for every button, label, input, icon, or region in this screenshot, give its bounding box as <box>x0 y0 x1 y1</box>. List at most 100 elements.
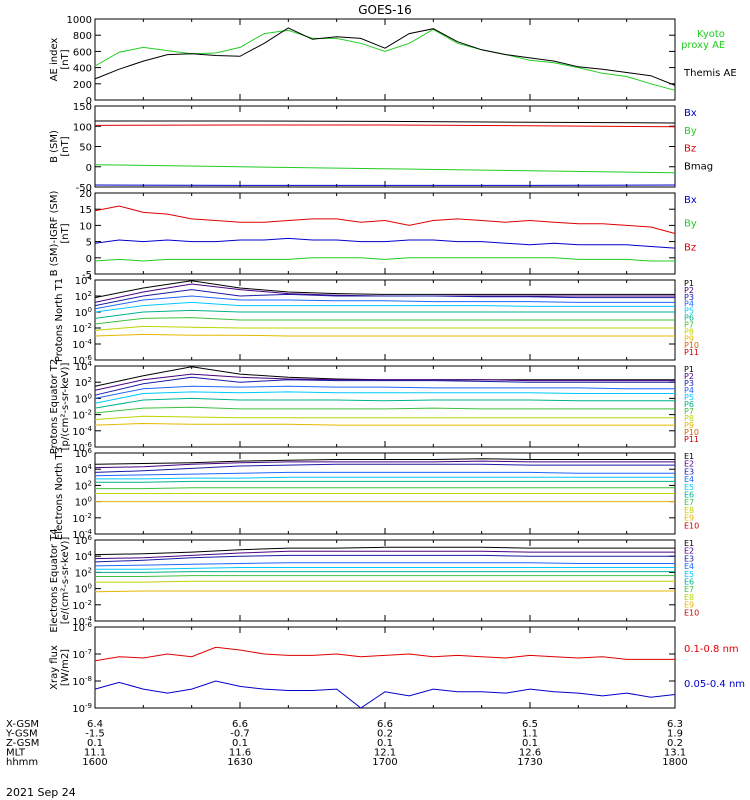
footer-row-label: Y-GSM <box>5 729 38 740</box>
footer-value: 13.1 <box>664 748 686 759</box>
y-axis-label: Electrons North T3 <box>54 447 65 540</box>
legend-entry: P6 <box>684 400 694 409</box>
footer-value: 1630 <box>227 757 252 768</box>
footer-value: -0.7 <box>230 729 250 740</box>
y-tick-label: 10-2 <box>72 409 92 422</box>
series-line-e8 <box>95 580 675 583</box>
y-tick-label: 0 <box>86 96 92 107</box>
legend-entry: E7 <box>684 585 694 594</box>
series-line-bmag <box>95 120 676 124</box>
y-tick-label: 5 <box>86 238 92 249</box>
series-line-p9 <box>94 422 675 426</box>
y-tick-label: 10-9 <box>72 702 92 715</box>
legend-entry: E4 <box>684 475 694 484</box>
legend-entry: E2 <box>684 460 694 469</box>
legend-entry: Bmag <box>684 161 713 172</box>
legend-entry: Bx <box>684 108 697 119</box>
footer-row-label: Z-GSM <box>6 738 39 749</box>
panel-frame <box>94 105 676 188</box>
footer-value: 1800 <box>662 757 687 768</box>
footer-value: 6.6 <box>232 719 248 730</box>
footer-value: 0.2 <box>667 738 683 749</box>
y-tick-label: 104 <box>75 360 93 373</box>
y-tick-label: 100 <box>75 306 92 319</box>
series-line-kyoto-proxy-ae <box>94 28 676 91</box>
footer-value: 12.6 <box>519 748 541 759</box>
footer-row-label: X-GSM <box>6 719 39 730</box>
y-tick-label: 10-2 <box>72 599 92 612</box>
y-tick-label: 800 <box>73 31 92 42</box>
legend-entry: E5 <box>684 483 694 492</box>
series-line-p8 <box>94 415 675 420</box>
series-line-p1 <box>94 280 675 299</box>
legend-entry: By <box>684 219 697 230</box>
y-axis-label: Protons North T1 <box>54 278 65 362</box>
y-tick-label: 0 <box>86 163 92 174</box>
series-line-p5 <box>94 391 675 404</box>
footer-value: 6.6 <box>377 719 393 730</box>
legend-entry: P10 <box>684 341 699 350</box>
y-tick-label: 104 <box>75 550 93 563</box>
y-tick-label: 10-4 <box>72 338 92 351</box>
y-axis-label: Electrons Equator T4[e/(cm²-s-sr-keV)] <box>49 528 71 632</box>
y-tick-label: 50 <box>79 143 92 154</box>
footer-value: 0.2 <box>377 729 393 740</box>
legend-entry: P7 <box>684 320 694 329</box>
series-line-p8 <box>94 325 675 331</box>
footer-value: 0.1 <box>87 738 103 749</box>
series-line-e6 <box>95 571 675 573</box>
series-line-p7 <box>94 317 675 325</box>
legend: Kyoto proxy AE Themis AE <box>681 29 737 79</box>
footer-value: 0.1 <box>522 738 538 749</box>
series-line-p4 <box>94 295 675 310</box>
legend-entry: P2 <box>684 286 694 295</box>
series-line-bz <box>94 205 676 234</box>
y-tick-label: 104 <box>75 274 93 287</box>
date-label: 2021 Sep 24 <box>6 786 76 799</box>
legend-entry: P4 <box>684 386 694 395</box>
footer-row-label: MLT <box>6 748 26 759</box>
y-tick-label: 600 <box>73 47 92 58</box>
footer-value: 0.1 <box>377 738 393 749</box>
series-line-e7 <box>95 487 675 490</box>
y-tick-label: 1000 <box>67 15 92 26</box>
footer-value: 1730 <box>517 757 542 768</box>
legend-entry: P3 <box>684 379 694 388</box>
footer-row-label: hhmm <box>6 757 38 768</box>
ephemeris-footer: X-GSMY-GSMZ-GSMMLThhmm6.4-1.50.111.11600… <box>5 719 688 768</box>
series-line-0-1-0-8-nm <box>94 646 675 662</box>
legend-entry: E6 <box>684 578 694 587</box>
series-line-e1 <box>94 458 675 465</box>
legend-entry: E3 <box>684 554 694 563</box>
y-axis-label: Xray flux[W/m2] <box>49 645 71 690</box>
footer-value: 0.1 <box>232 738 248 749</box>
footer-value: 1700 <box>372 757 397 768</box>
legend-entry: P6 <box>684 314 694 323</box>
legend-entry: E8 <box>684 506 694 515</box>
series-line-e3 <box>94 463 675 473</box>
legend-entry: P2 <box>684 372 694 381</box>
legend-entry: E10 <box>684 608 699 617</box>
series-line-e3 <box>94 554 675 563</box>
y-tick-label: 10 <box>79 221 92 232</box>
legend-entry: Themis AE <box>683 68 737 79</box>
series-line-p6 <box>94 397 675 409</box>
panel-frame <box>94 192 676 275</box>
series-line-e6 <box>95 480 675 483</box>
footer-value: 6.3 <box>667 719 683 730</box>
legend-entry: E9 <box>684 514 694 523</box>
y-tick-label: 102 <box>75 290 92 303</box>
legend-entry: Bx <box>684 195 697 206</box>
y-tick-label: 102 <box>75 566 92 579</box>
legend-entry: P4 <box>684 300 694 309</box>
y-tick-label: 102 <box>75 479 92 492</box>
panel-frame <box>94 18 676 101</box>
legend-entry: P3 <box>684 293 694 302</box>
